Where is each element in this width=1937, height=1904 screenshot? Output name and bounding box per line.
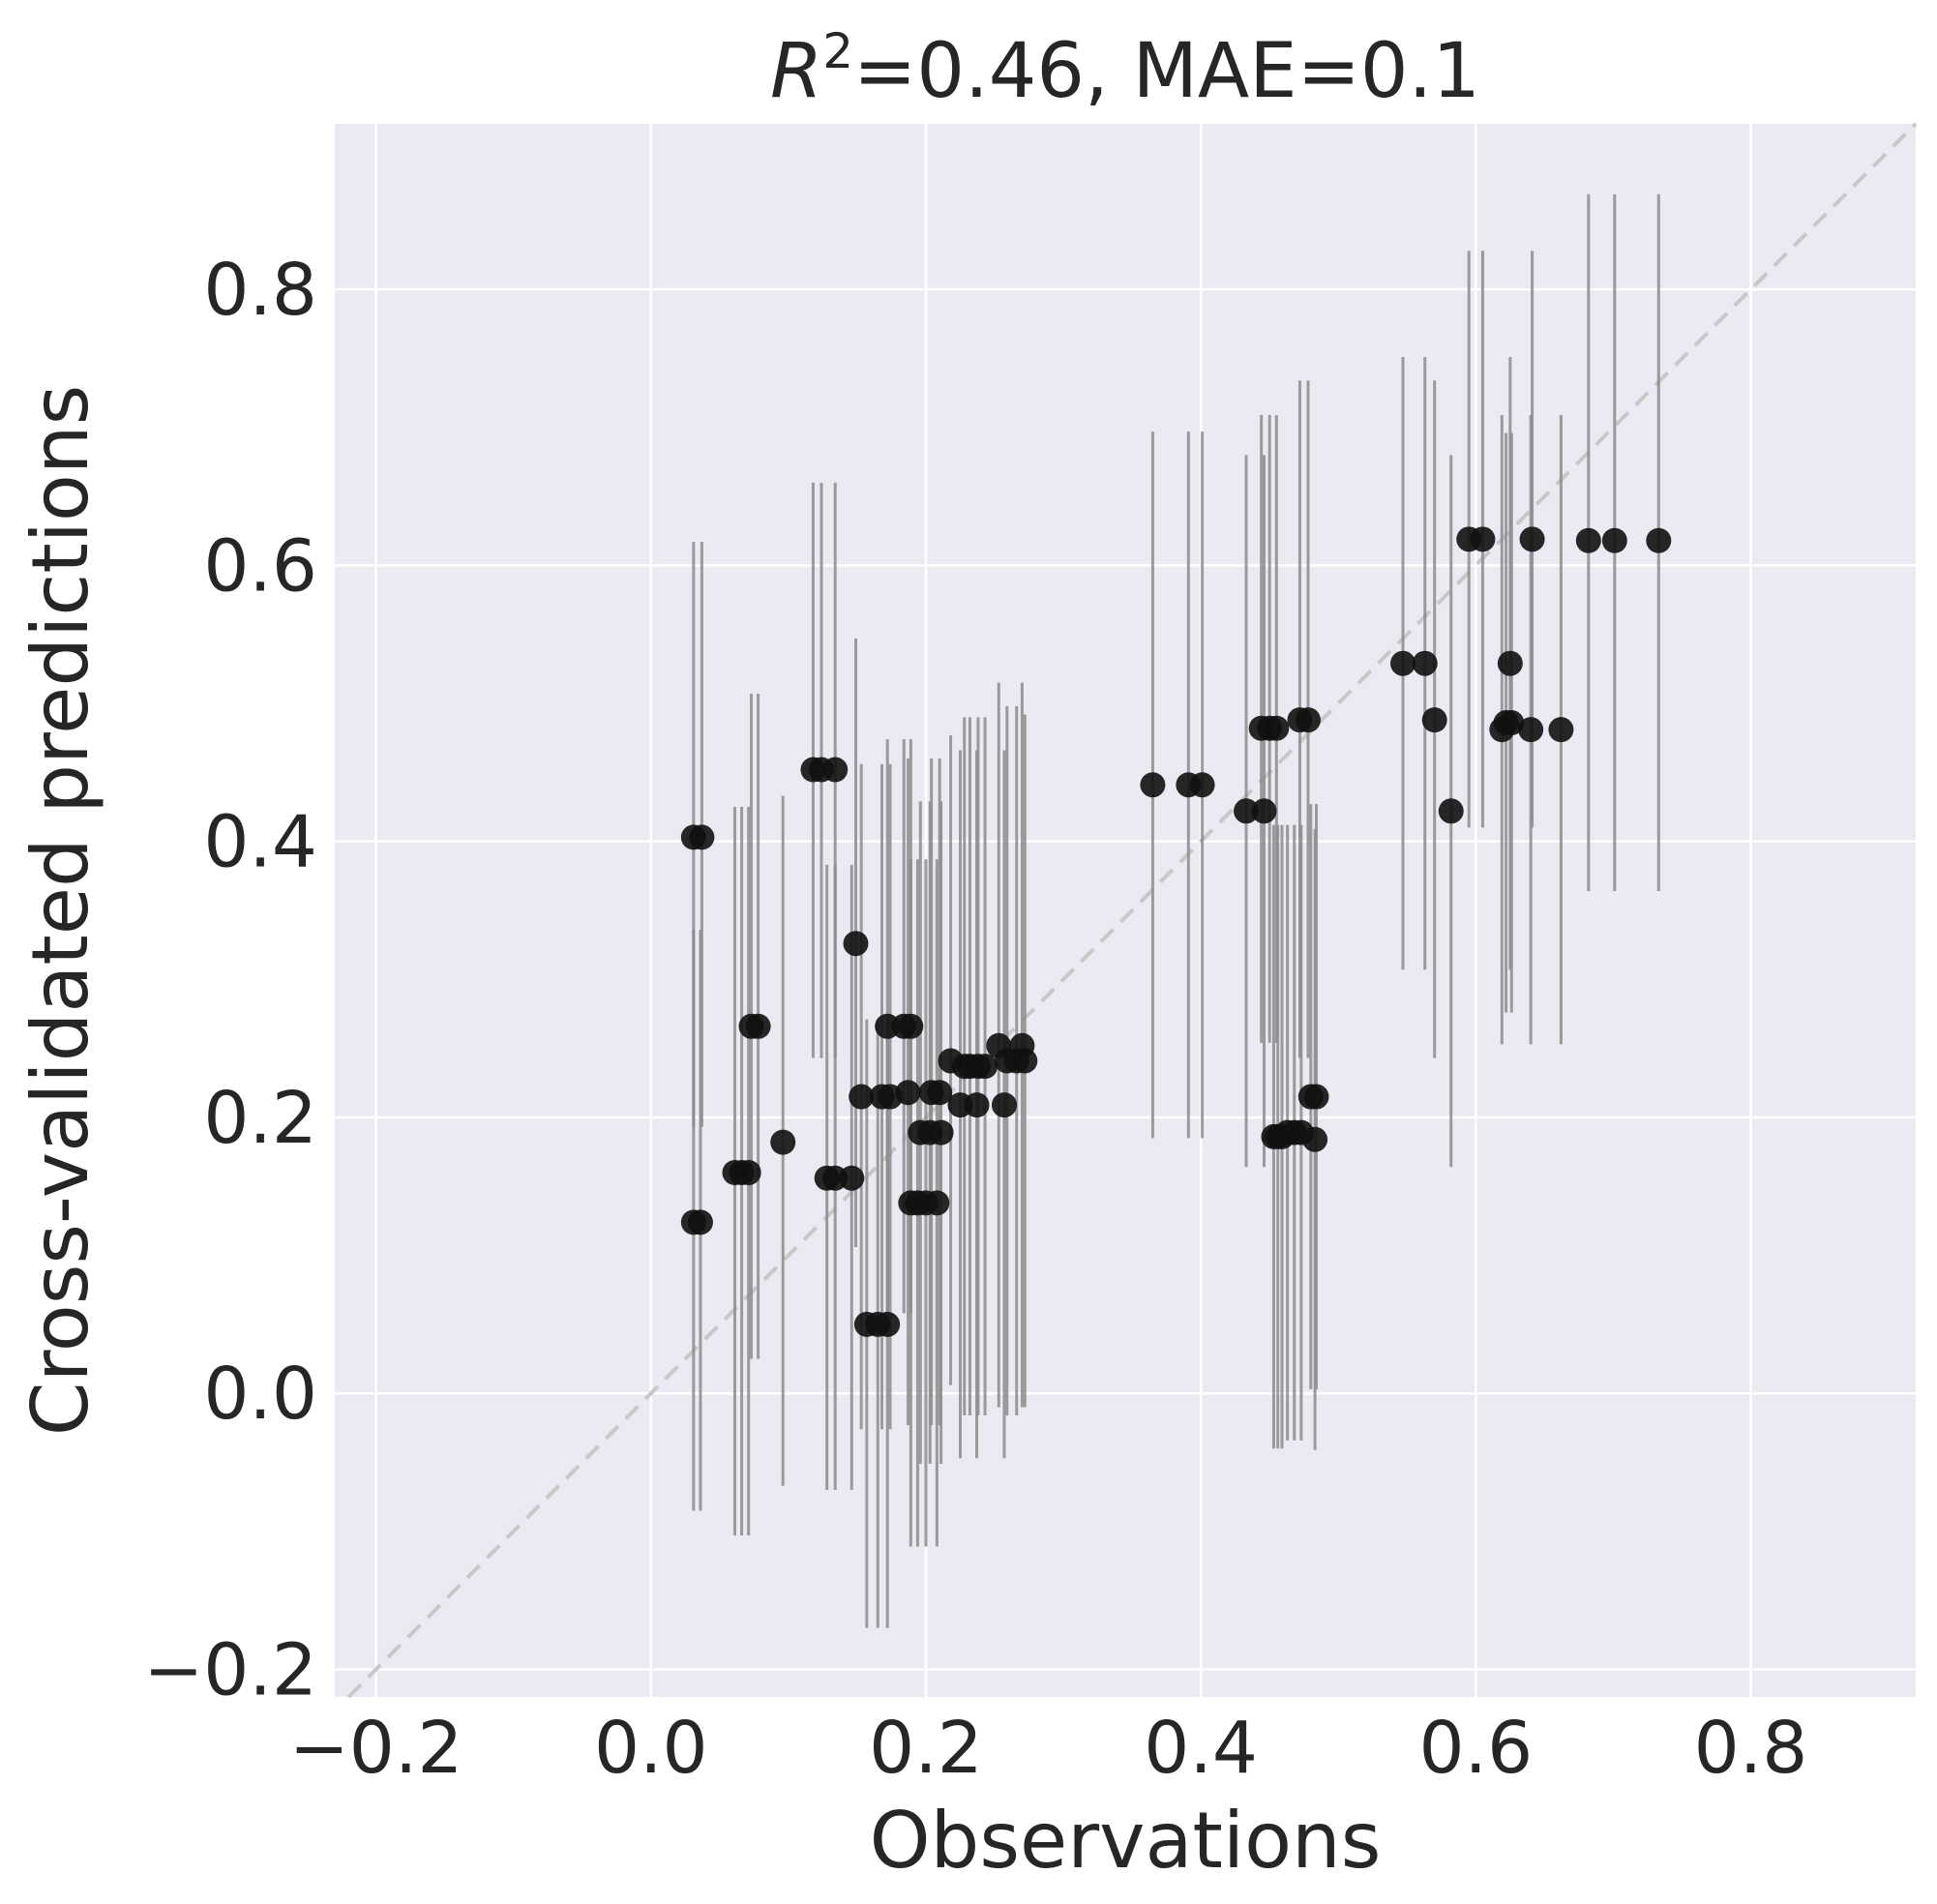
point-52 [1234, 798, 1260, 824]
y-tick-label-5: 0.8 [203, 249, 317, 332]
point-83 [1646, 527, 1672, 553]
title-r-exponent: 2 [822, 23, 853, 79]
point-64 [1295, 707, 1321, 733]
x-tick-label-1: 0.0 [594, 1707, 708, 1790]
point-12 [822, 757, 849, 783]
points-group [680, 526, 1672, 1337]
point-48 [1009, 1032, 1035, 1058]
point-71 [1438, 798, 1464, 824]
point-3 [687, 1209, 713, 1235]
point-56 [1264, 715, 1290, 741]
plot-background [335, 124, 1916, 1697]
point-17 [849, 1084, 875, 1110]
y-tick-label-4: 0.6 [203, 524, 317, 608]
x-tick-label-2: 0.2 [869, 1707, 983, 1790]
point-22 [875, 1311, 901, 1337]
point-69 [1412, 650, 1438, 676]
y-tick-label-0: −0.2 [143, 1628, 317, 1711]
point-26 [895, 1080, 921, 1106]
y-tick-labels: −0.2 0.0 0.2 0.4 0.6 0.8 [143, 249, 317, 1711]
y-tick-label-1: 0.0 [203, 1353, 317, 1436]
point-49 [1140, 772, 1166, 798]
chart-title: R2=0.46, MAE=0.1 [770, 23, 1480, 115]
point-9 [770, 1129, 796, 1155]
point-77 [1497, 650, 1523, 676]
point-35 [927, 1080, 953, 1106]
point-25 [898, 1013, 924, 1039]
point-70 [1421, 707, 1447, 733]
point-51 [1189, 772, 1215, 798]
identity-line [346, 122, 1918, 1699]
point-73 [1470, 526, 1496, 552]
identity-line-group [346, 122, 1918, 1699]
point-39 [991, 1092, 1017, 1118]
point-68 [1390, 650, 1416, 676]
point-53 [1251, 798, 1277, 824]
point-15 [839, 1165, 865, 1191]
x-tick-label-3: 0.4 [1144, 1707, 1258, 1790]
point-81 [1575, 527, 1601, 553]
x-tick-labels: −0.2 0.0 0.2 0.4 0.6 0.8 [289, 1707, 1808, 1790]
point-30 [924, 1190, 950, 1216]
point-82 [1601, 527, 1627, 553]
point-8 [745, 1013, 771, 1039]
point-80 [1548, 717, 1574, 743]
point-43 [972, 1054, 998, 1080]
y-tick-label-2: 0.2 [203, 1077, 317, 1160]
point-6 [735, 1160, 761, 1185]
title-rest: =0.46, MAE=0.1 [853, 28, 1480, 115]
point-79 [1518, 717, 1544, 743]
point-38 [964, 1092, 990, 1118]
point-66 [1303, 1084, 1329, 1110]
point-67 [1302, 1126, 1328, 1152]
x-axis-label: Observations [870, 1796, 1382, 1886]
y-tick-label-3: 0.4 [203, 801, 317, 884]
x-tick-label-0: −0.2 [289, 1707, 463, 1790]
point-16 [843, 931, 869, 957]
title-r-symbol: R [770, 28, 822, 115]
x-tick-label-5: 0.8 [1694, 1707, 1808, 1790]
x-tick-label-4: 0.6 [1418, 1707, 1533, 1790]
y-axis-label: Cross-validated predictions [15, 385, 105, 1436]
point-76 [1499, 710, 1525, 736]
point-78 [1519, 526, 1545, 552]
point-1 [689, 824, 715, 850]
point-33 [928, 1119, 954, 1145]
